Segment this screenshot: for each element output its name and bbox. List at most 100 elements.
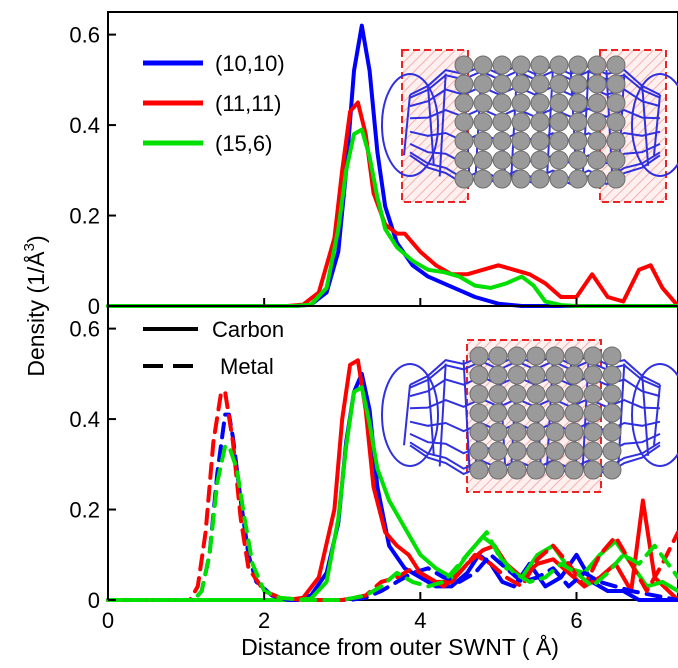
metal-atom [602, 346, 622, 366]
metal-atom [511, 150, 531, 170]
metal-atom [473, 93, 493, 113]
bottom-panel: 0 0.2 0.4 0.6 Carbon Metal [69, 305, 678, 613]
cnt-bond [438, 73, 447, 177]
metal-atom [526, 365, 546, 385]
y-axis-label-sup: 3 [21, 243, 38, 251]
metal-atom [507, 346, 527, 366]
metal-atom [545, 460, 565, 480]
metal-atom [568, 112, 588, 132]
metal-atom [545, 346, 565, 366]
metal-atom [526, 403, 546, 423]
y-axis-label: Density (1/Å3) [21, 235, 49, 376]
metal-atom [488, 346, 508, 366]
metal-atom [564, 365, 584, 385]
metal-atom [583, 441, 603, 461]
metal-atom [583, 365, 603, 385]
metal-atom [488, 460, 508, 480]
metal-atom [454, 74, 474, 94]
legend-label-15-6: (15,6) [215, 131, 272, 156]
metal-atom [587, 55, 607, 75]
metal-atom [507, 422, 527, 442]
metal-atom [549, 131, 569, 151]
metal-atom [469, 384, 489, 404]
metal-atom [587, 150, 607, 170]
metal-atom [473, 112, 493, 132]
metal-atom [530, 169, 550, 189]
bottom-y-tick-label: 0.2 [69, 498, 100, 523]
metal-atom [602, 422, 622, 442]
bottom-y-tick-label: 0.6 [69, 317, 100, 342]
cnt-cap [381, 363, 439, 467]
metal-atom [587, 131, 607, 151]
metal-atom [507, 441, 527, 461]
top-y-tick-label: 0.4 [69, 113, 100, 138]
metal-atom [602, 365, 622, 385]
metal-atom [587, 93, 607, 113]
metal-atom [545, 422, 565, 442]
metal-atom [568, 93, 588, 113]
metal-atom [606, 112, 626, 132]
bottom-series-layer [106, 358, 678, 602]
metal-atom [568, 74, 588, 94]
metal-atom [507, 460, 527, 480]
metal-atom [564, 346, 584, 366]
cnt-bond [403, 94, 411, 156]
metal-atom [568, 131, 588, 151]
cnt-bond [641, 84, 650, 166]
x-tick-label: 2 [258, 608, 270, 633]
legend-label-carbon: Carbon [212, 317, 284, 342]
metal-atom [549, 93, 569, 113]
metal-atom [454, 131, 474, 151]
metal-atom [583, 403, 603, 423]
bottom-series-15-6-metal [106, 444, 678, 602]
metal-atom [507, 384, 527, 404]
top-panel: 0 0.2 0.4 0.6 (10,10) (11,11) (15,6) [69, 11, 678, 319]
metal-atom [530, 55, 550, 75]
legend-label-10-10: (10,10) [215, 51, 285, 76]
metal-atom [492, 150, 512, 170]
metal-atom [469, 441, 489, 461]
metal-atom [606, 131, 626, 151]
metal-atom [488, 422, 508, 442]
metal-atom [530, 93, 550, 113]
legend-label-metal: Metal [220, 354, 274, 379]
metal-atom [587, 112, 607, 132]
svg-text:Density (1/Å3): Density (1/Å3) [21, 235, 49, 376]
metal-atom [587, 74, 607, 94]
metal-atom [454, 112, 474, 132]
metal-atom [492, 169, 512, 189]
x-tick-label: 4 [414, 608, 426, 633]
bottom-y-ticks: 0 0.2 0.4 0.6 [69, 317, 116, 613]
metal-atom [530, 131, 550, 151]
metal-atom [469, 346, 489, 366]
metal-atom [526, 460, 546, 480]
cnt-bond [403, 384, 411, 446]
metal-atom [530, 150, 550, 170]
metal-atom [511, 93, 531, 113]
metal-atom [511, 55, 531, 75]
top-y-tick-label: 0 [88, 294, 100, 319]
bottom-inset-nanotube [381, 339, 678, 493]
metal-atom [473, 169, 493, 189]
metal-atom [564, 384, 584, 404]
top-series-11-11 [106, 100, 678, 308]
metal-atom [549, 55, 569, 75]
metal-atom [564, 460, 584, 480]
cnt-bond [653, 94, 661, 156]
bottom-legend: Carbon Metal [143, 317, 284, 379]
metal-atom [606, 74, 626, 94]
cnt-cap [631, 363, 678, 467]
cnt-bond [438, 363, 447, 467]
top-series-layer [106, 23, 678, 308]
metal-atom [564, 403, 584, 423]
metal-atom [526, 422, 546, 442]
top-legend: (10,10) (11,11) (15,6) [143, 51, 285, 156]
metal-atom [568, 169, 588, 189]
metal-atom [492, 93, 512, 113]
cnt-bond [462, 359, 471, 471]
metal-atom [473, 150, 493, 170]
metal-atom [545, 384, 565, 404]
metal-atom [454, 150, 474, 170]
metal-atom [507, 365, 527, 385]
metal-atom [473, 74, 493, 94]
